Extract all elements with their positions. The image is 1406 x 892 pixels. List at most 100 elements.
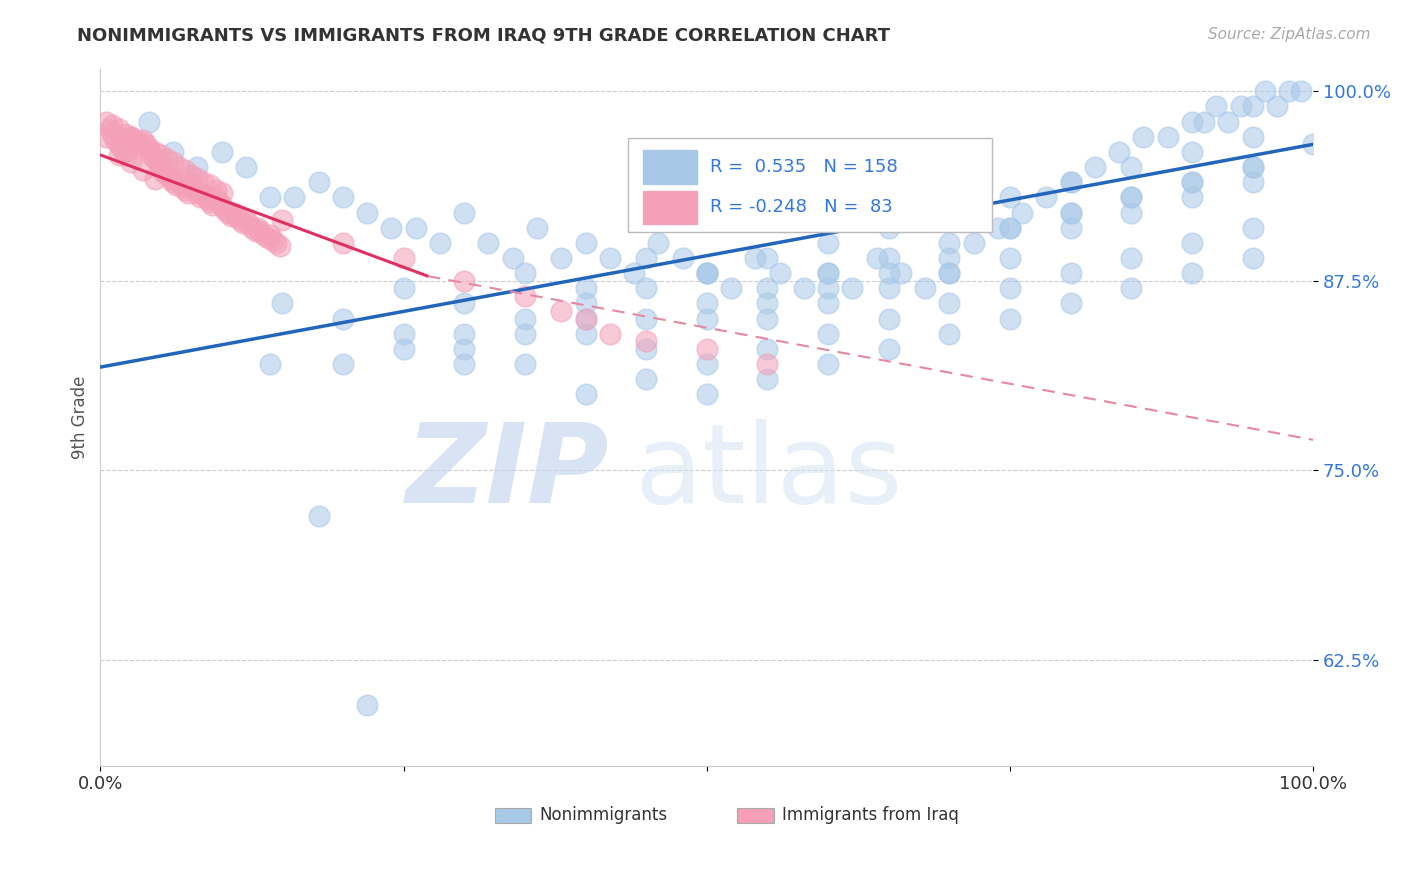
Point xyxy=(162,145,184,159)
Point xyxy=(1241,251,1264,265)
Point xyxy=(162,175,184,189)
Point xyxy=(696,357,718,371)
Point xyxy=(392,342,415,356)
Point xyxy=(526,220,548,235)
Point xyxy=(174,163,197,178)
Point xyxy=(938,235,960,250)
Point xyxy=(138,142,160,156)
Point xyxy=(156,168,179,182)
Point xyxy=(148,157,170,171)
Point xyxy=(143,145,166,159)
Point xyxy=(143,153,166,167)
Point xyxy=(574,281,596,295)
Y-axis label: 9th Grade: 9th Grade xyxy=(72,376,89,458)
Point xyxy=(107,122,129,136)
Point xyxy=(574,311,596,326)
Point xyxy=(696,296,718,310)
Point xyxy=(114,127,136,141)
Point xyxy=(235,213,257,227)
Point xyxy=(271,296,294,310)
Point xyxy=(502,251,524,265)
Point xyxy=(107,137,129,152)
Point xyxy=(125,133,148,147)
Point xyxy=(186,170,208,185)
Point xyxy=(132,163,155,178)
Point xyxy=(138,142,160,156)
Point xyxy=(877,281,900,295)
Point xyxy=(184,183,207,197)
Point xyxy=(1060,266,1083,280)
Point xyxy=(793,281,815,295)
Point xyxy=(841,281,863,295)
Point xyxy=(998,220,1021,235)
Point xyxy=(186,186,208,200)
Point xyxy=(162,155,184,169)
Point xyxy=(235,160,257,174)
Point xyxy=(115,148,138,162)
Point xyxy=(232,216,254,230)
Point xyxy=(111,142,134,156)
Point xyxy=(1060,296,1083,310)
Point xyxy=(865,251,887,265)
Point xyxy=(332,311,354,326)
Point xyxy=(229,213,252,227)
Point xyxy=(599,326,621,341)
Point xyxy=(817,235,839,250)
Point xyxy=(574,296,596,310)
Point xyxy=(186,160,208,174)
Point xyxy=(174,183,197,197)
Text: atlas: atlas xyxy=(634,419,903,526)
Point xyxy=(101,127,124,141)
Point xyxy=(96,114,118,128)
Point xyxy=(332,357,354,371)
Point xyxy=(188,190,211,204)
Bar xyxy=(643,150,697,184)
Point xyxy=(1108,145,1130,159)
Point xyxy=(998,311,1021,326)
FancyBboxPatch shape xyxy=(628,138,991,232)
Point xyxy=(647,235,669,250)
Point xyxy=(212,202,235,217)
Point xyxy=(1060,205,1083,219)
Point xyxy=(1241,129,1264,144)
Point xyxy=(259,357,281,371)
Point xyxy=(1218,114,1240,128)
Point xyxy=(104,133,127,147)
Point xyxy=(332,190,354,204)
Point xyxy=(599,251,621,265)
Point xyxy=(1060,205,1083,219)
Point xyxy=(1254,84,1277,98)
Point xyxy=(696,266,718,280)
Point xyxy=(217,205,239,219)
Point xyxy=(453,357,475,371)
Point xyxy=(1060,175,1083,189)
Point xyxy=(238,216,260,230)
Point xyxy=(756,342,779,356)
Point xyxy=(332,235,354,250)
Point xyxy=(269,239,291,253)
Point xyxy=(938,251,960,265)
Point xyxy=(222,205,245,219)
Point xyxy=(636,281,658,295)
Point xyxy=(817,266,839,280)
Point xyxy=(720,281,742,295)
Point xyxy=(998,220,1021,235)
Point xyxy=(1265,99,1288,113)
Point xyxy=(195,192,218,206)
Point xyxy=(120,129,142,144)
Point xyxy=(211,145,233,159)
Point xyxy=(240,220,263,235)
Point xyxy=(259,190,281,204)
Point xyxy=(1121,205,1143,219)
Text: Source: ZipAtlas.com: Source: ZipAtlas.com xyxy=(1208,27,1371,42)
Point xyxy=(283,190,305,204)
Point xyxy=(150,160,173,174)
Point xyxy=(159,172,181,186)
Point xyxy=(193,175,215,189)
Point xyxy=(120,155,142,169)
Text: R = -0.248   N =  83: R = -0.248 N = 83 xyxy=(710,198,893,216)
Point xyxy=(124,133,146,147)
Point xyxy=(938,326,960,341)
Point xyxy=(696,266,718,280)
Point xyxy=(623,266,645,280)
